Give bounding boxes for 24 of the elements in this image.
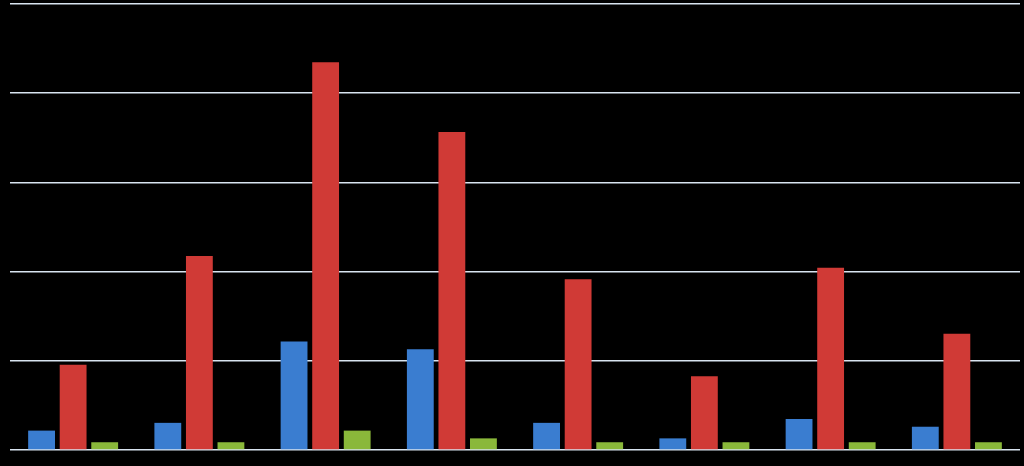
bar: [975, 442, 1002, 450]
bar: [406, 349, 434, 450]
bar: [533, 422, 560, 450]
bar: [785, 418, 813, 450]
bar: [848, 442, 876, 450]
bar: [596, 442, 624, 450]
bar: [343, 430, 371, 450]
bar: [911, 426, 939, 450]
bar: [59, 364, 87, 450]
bar: [470, 438, 497, 450]
bar: [312, 62, 340, 450]
bar: [564, 279, 592, 450]
bar: [817, 267, 845, 450]
bar: [690, 376, 718, 450]
bar: [943, 333, 971, 450]
bar: [154, 422, 182, 450]
bar: [438, 131, 466, 450]
bar: [280, 341, 308, 450]
bar: [722, 442, 750, 450]
bar: [28, 430, 55, 450]
bar: [91, 442, 119, 450]
bar: [217, 442, 245, 450]
bar: [659, 438, 687, 450]
bar: [185, 256, 213, 450]
